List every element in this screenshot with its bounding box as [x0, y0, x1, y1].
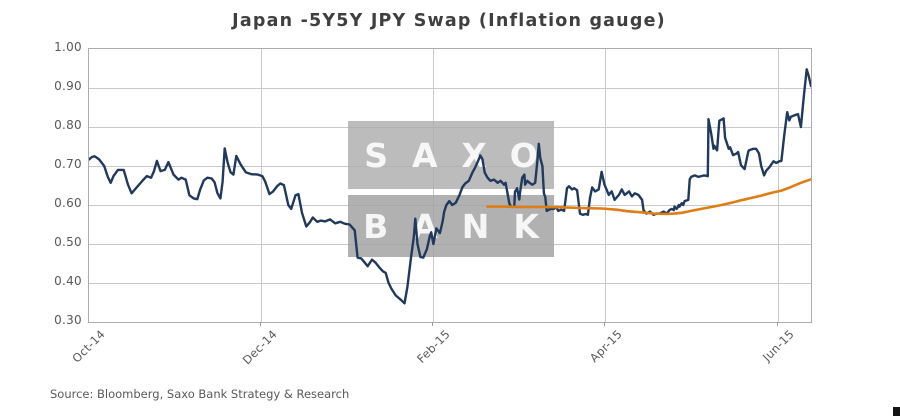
y-axis-label: 0.80: [54, 118, 82, 132]
x-axis-label: Feb-15: [413, 327, 453, 366]
series-line: [89, 68, 811, 305]
source-attribution: Source: Bloomberg, Saxo Bank Strategy & …: [50, 387, 350, 401]
y-axis-label: 1.00: [54, 40, 82, 54]
y-axis-label: 0.90: [54, 79, 82, 93]
x-axis-tick: [259, 322, 261, 326]
x-axis-tick: [776, 322, 778, 326]
x-axis-label: Dec-14: [239, 327, 281, 368]
y-axis-label: 0.60: [54, 196, 82, 210]
v-gridline: [260, 49, 262, 322]
watermark-text-bank: BANK: [348, 195, 554, 257]
y-axis-label: 0.40: [54, 274, 82, 288]
saxo-bank-watermark: SAXO BANK: [348, 121, 554, 257]
x-axis-tick: [604, 322, 606, 326]
v-gridline: [777, 49, 779, 322]
y-axis-label: 0.30: [54, 313, 82, 327]
chart-plot-area: SAXO BANK: [88, 48, 812, 323]
x-axis-label: Oct-14: [69, 327, 108, 366]
x-axis-label: Apr-15: [586, 327, 625, 366]
h-gridline: [89, 87, 811, 89]
bottom-right-mark: [893, 407, 900, 416]
x-axis-label: Jun-15: [759, 327, 798, 365]
watermark-text-saxo: SAXO: [348, 121, 554, 189]
data-lines-svg: [89, 68, 811, 305]
series-line: [486, 178, 811, 216]
y-axis-label: 0.70: [54, 157, 82, 171]
x-axis-tick: [432, 322, 434, 326]
y-axis-label: 0.50: [54, 235, 82, 249]
chart-title: Japan -5Y5Y JPY Swap (Inflation gauge): [232, 11, 666, 31]
h-gridline: [89, 282, 811, 284]
